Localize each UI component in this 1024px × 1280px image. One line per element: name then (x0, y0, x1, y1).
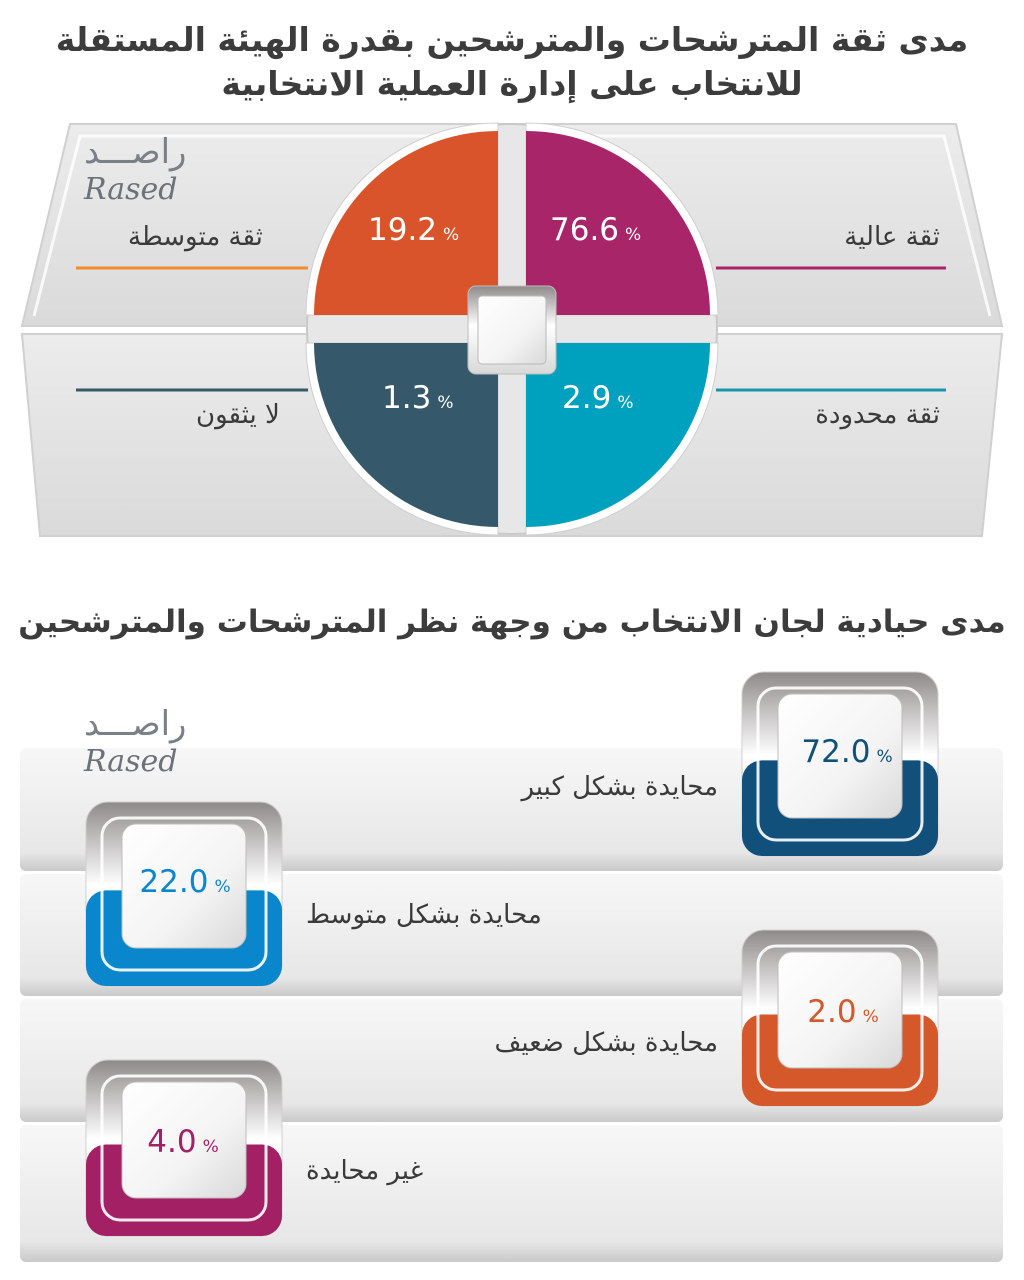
value-box-high-inner (777, 693, 903, 819)
legend-label-medium: ثقة متوسطة (128, 222, 263, 252)
rased-logo-arabic-2: راصـــد (84, 704, 187, 744)
pie-value-high: 76.6% (550, 212, 642, 248)
pie-wedge-high (526, 131, 710, 315)
bar-label-medium: محايدة بشكل متوسط (306, 900, 542, 930)
rased-logo-english: Rased (84, 172, 178, 207)
value-box-medium-ring (100, 816, 268, 972)
chart-title-confidence: مدى ثقة المترشحات والمترشحين بقدرة الهيئ… (55, 20, 969, 103)
pie-wedge-medium (314, 131, 498, 315)
value-box-weak-ring (756, 944, 924, 1092)
chart-title-neutrality: مدى حيادية لجان الانتخاب من وجهة نظر الم… (18, 604, 1006, 640)
legend-label-none: لا يثقون (196, 400, 280, 430)
value-box-high-ring (756, 686, 924, 842)
bar-label-not-neutral: غير محايدة (306, 1156, 424, 1186)
pie-wedge-limited (526, 343, 710, 527)
pie-wedge-none (314, 343, 498, 527)
value-box-not-neutral-ring (100, 1074, 268, 1222)
pie-wedges (305, 122, 719, 536)
value-box-medium-inner (121, 823, 247, 949)
pie-center-square (477, 295, 547, 365)
value-box-weak-inner (777, 951, 903, 1069)
box-value-weak: 2.0% (807, 994, 879, 1030)
bar-label-high: محايدة بشكل كبير (521, 772, 718, 802)
pie-value-medium: 19.2% (368, 212, 460, 248)
pie-value-limited: 2.9% (562, 380, 634, 416)
legend-label-high: ثقة عالية (844, 222, 940, 252)
rased-logo-english-2: Rased (84, 744, 178, 779)
box-value-not-neutral: 4.0% (147, 1124, 219, 1160)
legend-label-limited: ثقة محدودة (815, 400, 940, 430)
value-boxes (85, 671, 939, 1237)
bar-label-weak: محايدة بشكل ضعيف (494, 1028, 718, 1058)
pie-value-none: 1.3% (382, 380, 454, 416)
box-value-high: 72.0% (801, 734, 893, 770)
rased-logo-arabic: راصـــد (84, 132, 187, 172)
box-value-medium: 22.0% (139, 864, 231, 900)
value-box-not-neutral-inner (121, 1081, 247, 1199)
